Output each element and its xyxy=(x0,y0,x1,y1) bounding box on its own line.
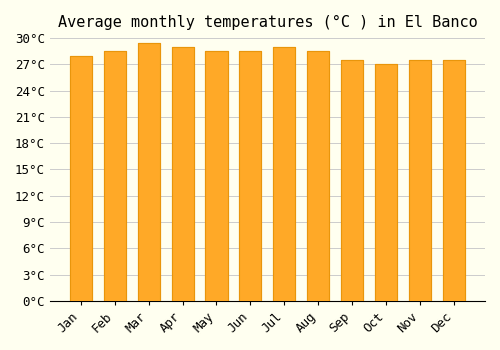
Bar xyxy=(206,51,228,301)
Bar xyxy=(342,60,363,301)
Bar xyxy=(206,51,228,301)
Bar xyxy=(308,176,330,301)
Bar xyxy=(172,47,194,301)
Bar xyxy=(240,51,262,301)
Bar xyxy=(70,178,92,301)
Bar xyxy=(443,60,465,301)
Bar xyxy=(138,172,160,301)
Bar xyxy=(274,47,295,301)
Bar xyxy=(138,42,160,301)
Bar xyxy=(240,176,262,301)
Bar xyxy=(308,51,330,301)
Bar xyxy=(70,56,92,301)
Title: Average monthly temperatures (°C ) in El Banco: Average monthly temperatures (°C ) in El… xyxy=(58,15,478,30)
Bar xyxy=(443,60,465,301)
Bar xyxy=(342,181,363,301)
Bar xyxy=(375,64,398,301)
Bar xyxy=(104,176,126,301)
Bar xyxy=(172,174,194,301)
Bar xyxy=(375,64,398,301)
Bar xyxy=(443,181,465,301)
Bar xyxy=(240,51,262,301)
Bar xyxy=(70,56,92,301)
Bar xyxy=(375,183,398,301)
Bar xyxy=(104,51,126,301)
Bar xyxy=(274,47,295,301)
Bar xyxy=(206,176,228,301)
Bar xyxy=(342,60,363,301)
Bar xyxy=(409,181,432,301)
Bar xyxy=(138,42,160,301)
Bar xyxy=(172,47,194,301)
Bar xyxy=(409,60,432,301)
Bar xyxy=(274,174,295,301)
Bar xyxy=(104,51,126,301)
Bar xyxy=(308,51,330,301)
Bar xyxy=(409,60,432,301)
